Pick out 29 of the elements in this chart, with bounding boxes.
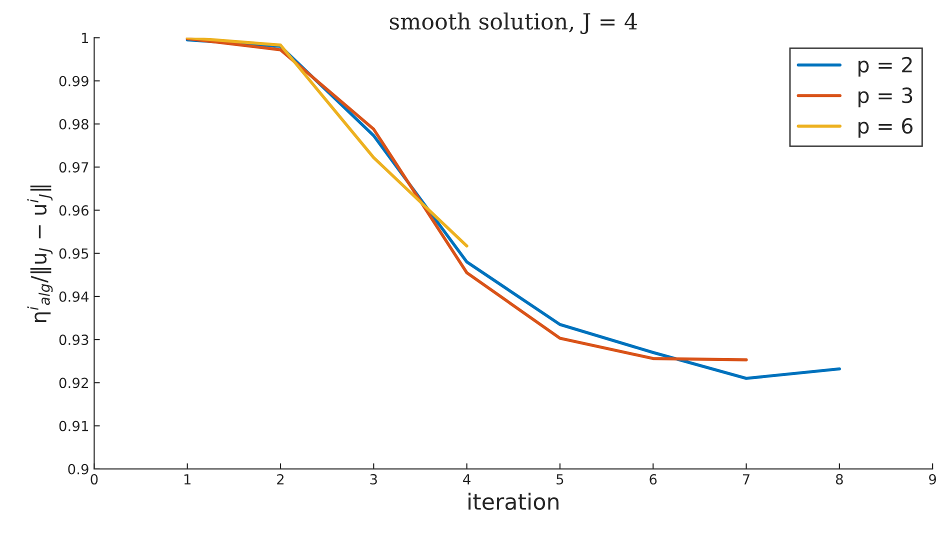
y-tick-label: 0.98 — [59, 118, 88, 130]
x-tick-label: 7 — [742, 474, 750, 484]
y-tick-label: 0.91 — [59, 420, 88, 432]
x-axis-title: iteration — [468, 492, 558, 510]
y-tick-label: 0.96 — [59, 205, 88, 216]
x-tick-label: 6 — [650, 474, 657, 485]
y-tick-label: 0.97 — [59, 162, 88, 173]
line-series — [186, 38, 748, 362]
text: η$^{i}$$_{alg}$/‖u$_{J}$ − u$^{i}$$_{J}$‖ — [27, 186, 53, 322]
legend-label: p = 3 — [858, 87, 912, 108]
legend-label: p = 6 — [858, 118, 913, 138]
legend-label: p = 2 — [858, 56, 912, 77]
x-tick-label: 9 — [929, 474, 936, 485]
y-tick-label: 0.9 — [68, 464, 88, 474]
y-tick-label: 0.94 — [59, 291, 89, 302]
x-tick-label: 3 — [370, 474, 377, 485]
x-tick-label: 4 — [463, 474, 470, 484]
chart-title: smooth solution, J = 4 — [390, 12, 637, 34]
x-tick-label: 5 — [556, 474, 564, 485]
x-tick-label: 0 — [90, 474, 98, 485]
y-tick-label: 0.93 — [59, 334, 88, 346]
y-tick-label: 0.92 — [59, 378, 88, 388]
y-tick-label: 0.99 — [59, 76, 88, 86]
x-tick-label: 2 — [277, 474, 284, 484]
line-series — [186, 38, 468, 248]
x-tick-label: 1 — [184, 474, 190, 484]
y-tick-label: 1 — [82, 32, 88, 44]
x-tick-label: 8 — [836, 474, 843, 485]
y-tick-label: 0.95 — [59, 248, 88, 259]
